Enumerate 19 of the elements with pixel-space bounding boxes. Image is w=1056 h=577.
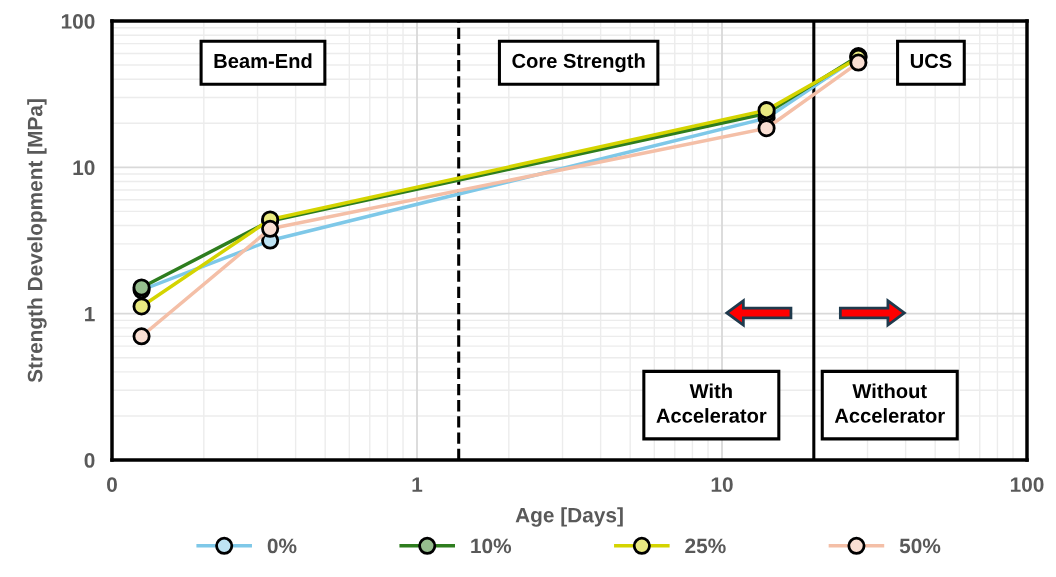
legend-label: 0% <box>267 538 297 554</box>
annotation: Core Strength <box>512 53 645 73</box>
x-tick-label: 100 <box>1010 477 1044 492</box>
y-tick-label: 1 <box>85 306 95 322</box>
y-tick-label: 100 <box>61 14 95 29</box>
legend-label: 10% <box>471 538 512 554</box>
x-axis-title: Age [Days] <box>515 507 623 527</box>
y-tick-label: 0 <box>84 453 95 468</box>
x-tick-label: 10 <box>711 477 733 492</box>
x-tick-label: 0 <box>107 477 117 492</box>
legend-label: 50% <box>899 538 941 554</box>
annotation: With Accelerator <box>656 383 767 423</box>
annotation: Beam-End <box>214 53 312 69</box>
y-tick-label: 10 <box>73 160 95 176</box>
y-axis-title: Strength Development [MPa] <box>27 99 47 383</box>
annotation: Without Accelerator <box>834 383 945 423</box>
annotation: UCS <box>910 53 952 69</box>
x-tick-label: 1 <box>412 477 423 492</box>
legend-label: 25% <box>685 538 726 554</box>
